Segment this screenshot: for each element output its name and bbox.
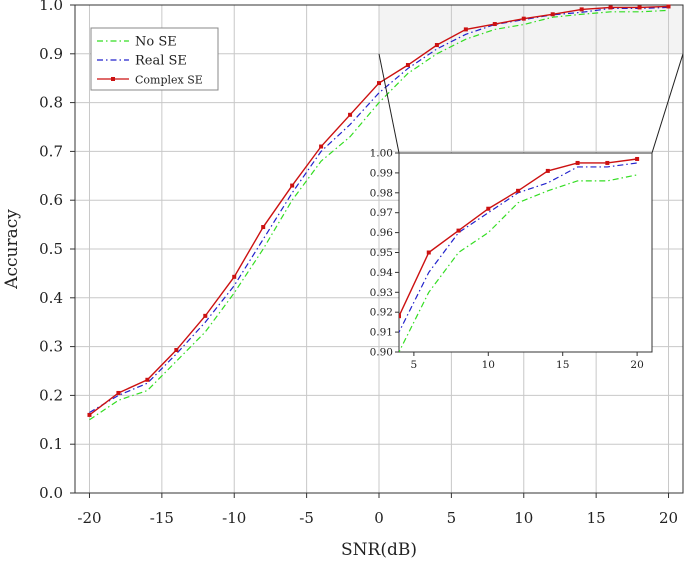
legend-label: Real SE (135, 54, 187, 69)
inset-chart: 0.90 0.91 0.92 0.93 0.94 0.95 0.96 0.97 0.98 0.99… (367, 148, 653, 400)
y-tick-label: 0.0 (39, 484, 63, 502)
legend-label: No SE (135, 35, 177, 50)
x-tick-label: 15 (587, 509, 606, 527)
x-tick-label: 5 (447, 509, 457, 527)
main-data-point (203, 313, 208, 318)
inset-series-line-no-se (399, 174, 638, 352)
x-tick-label: 0 (374, 509, 384, 527)
axis-ticks: -20 -15 -10 -5 0 5 10 15 20 0.0 0.1 0.2 0.3 0.4 0.5 0.6… (39, 0, 678, 527)
y-tick-label: 1.0 (39, 0, 63, 14)
main-data-point (666, 4, 671, 9)
inset-y-tick-label: 0.91 (370, 327, 393, 339)
y-axis-label: Accuracy (2, 209, 22, 290)
inset-y-tick-label: 0.96 (370, 227, 394, 239)
inset-y-tick-label: 0.95 (370, 247, 393, 259)
legend-marker (111, 77, 115, 81)
main-data-point (348, 112, 353, 117)
main-data-point (463, 27, 468, 32)
inset-series-line-real-se (399, 162, 638, 334)
main-data-point (405, 63, 410, 68)
main-data-point (290, 183, 295, 188)
zoom-connector-right (651, 53, 684, 154)
main-data-point (319, 144, 324, 149)
x-tick-label: 20 (659, 509, 678, 527)
main-data-point (261, 225, 266, 230)
y-tick-label: 0.6 (39, 191, 63, 209)
main-data-point (232, 274, 237, 279)
main-data-point (116, 390, 121, 395)
y-tick-label: 0.3 (39, 338, 63, 356)
inset-data-point (426, 250, 431, 255)
inset-y-tick-label: 0.93 (370, 287, 393, 299)
main-data-point (521, 16, 526, 21)
y-tick-label: 0.8 (39, 94, 63, 112)
main-series-line-no-se (89, 9, 669, 421)
y-tick-label: 0.5 (39, 240, 63, 258)
main-data-point (579, 7, 584, 12)
x-tick-label: -5 (299, 509, 314, 527)
inset-series (367, 156, 640, 400)
inset-data-point (456, 228, 461, 233)
x-axis-label: SNR(dB) (341, 540, 417, 560)
x-tick-label: -15 (150, 509, 174, 527)
inset-frame (398, 152, 653, 353)
x-tick-label: -20 (77, 509, 101, 527)
main-data-point (492, 22, 497, 27)
x-tick-label: 10 (514, 509, 533, 527)
inset-data-point (486, 206, 491, 211)
inset-y-tick-label: 0.99 (370, 167, 393, 179)
inset-data-point (545, 168, 550, 173)
y-tick-label: 0.7 (39, 142, 63, 160)
main-data-point (377, 81, 381, 86)
main-data-point (608, 5, 613, 10)
inset-data-point (399, 314, 401, 319)
inset-data-point (575, 160, 580, 165)
inset-y-tick-label: 0.92 (370, 307, 393, 319)
y-tick-label: 0.2 (39, 386, 63, 404)
x-tick-label: -10 (222, 509, 246, 527)
main-data-point (550, 12, 555, 17)
zoom-connector-left (378, 53, 400, 154)
main-series (87, 4, 671, 421)
y-tick-label: 0.4 (39, 289, 63, 307)
inset-x-tick-label: 10 (482, 359, 495, 371)
zoom-region-highlight (379, 5, 683, 54)
inset-data-point (605, 160, 610, 165)
inset-y-tick-label: 0.90 (370, 347, 393, 359)
main-data-point (87, 412, 92, 417)
inset-data-point (635, 156, 640, 161)
inset-y-tick-label: 0.94 (370, 267, 394, 279)
y-tick-label: 0.9 (39, 45, 63, 63)
main-data-point (145, 377, 150, 382)
inset-x-tick-label: 15 (556, 359, 569, 371)
inset-y-tick-label: 1.00 (370, 148, 393, 160)
inset-y-tick-label: 0.97 (370, 207, 393, 219)
inset-y-tick-label: 0.98 (370, 187, 393, 199)
main-series-line-real-se (89, 6, 669, 413)
inset-x-tick-label: 5 (411, 359, 418, 371)
main-data-point (434, 43, 439, 48)
legend-label: Complex SE (135, 74, 203, 87)
main-data-point (637, 5, 642, 10)
inset-x-tick-label: 20 (630, 359, 643, 371)
inset-series-line-complex-se (399, 158, 638, 319)
inset-data-point (516, 188, 521, 193)
y-tick-label: 0.1 (39, 435, 63, 453)
inset-data-point (367, 396, 371, 400)
main-data-point (174, 348, 179, 353)
